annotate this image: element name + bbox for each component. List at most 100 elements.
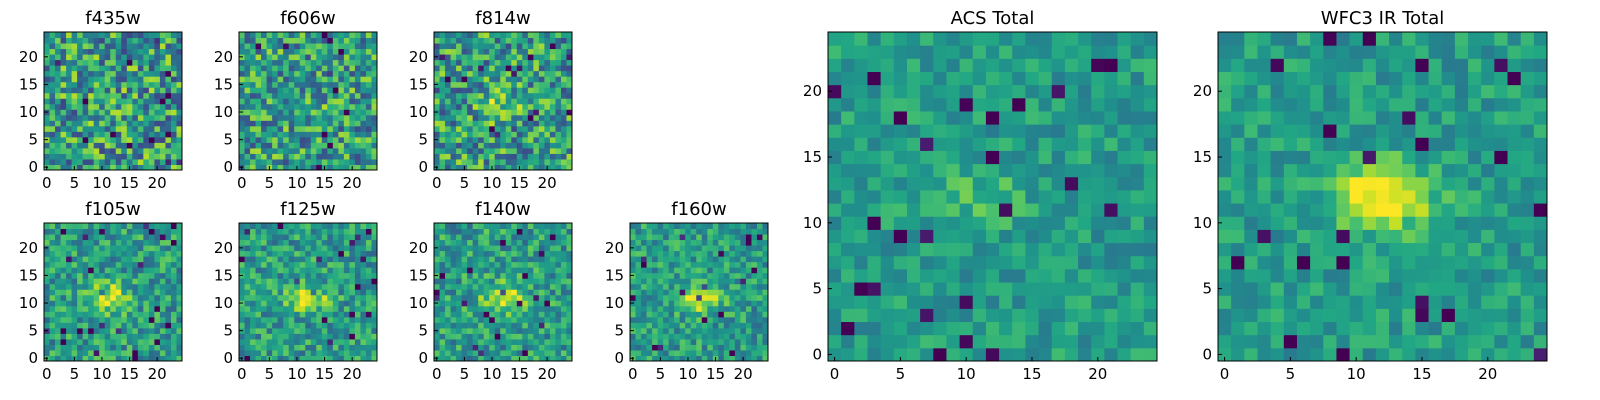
heatmap-cell — [723, 305, 730, 312]
heatmap-cell — [176, 103, 183, 110]
heatmap-cells — [434, 223, 573, 362]
heatmap-cell — [478, 92, 485, 99]
heatmap-cell — [159, 136, 166, 143]
heatmap-cell — [505, 87, 512, 94]
heatmap-cell — [82, 92, 89, 99]
heatmap-cell — [77, 272, 84, 279]
heatmap-cell — [261, 76, 268, 83]
heatmap-cell — [1130, 334, 1145, 349]
heatmap-cell — [104, 164, 111, 171]
heatmap-cell — [723, 250, 730, 257]
heatmap-cell — [478, 103, 485, 110]
heatmap-cell — [49, 76, 56, 83]
heatmap-cell — [49, 239, 56, 246]
heatmap-cell — [1143, 321, 1158, 336]
heatmap-cell — [316, 59, 323, 66]
heatmap-cell — [756, 256, 763, 263]
heatmap-cell — [110, 54, 117, 61]
axes-frame — [43, 31, 183, 171]
heatmap-cell — [321, 245, 328, 252]
heatmap-cell — [489, 136, 496, 143]
heatmap-cell — [555, 344, 562, 351]
heatmap-cell — [723, 327, 730, 334]
heatmap-cell — [712, 305, 719, 312]
heatmap-cell — [277, 59, 284, 66]
heatmap-cell — [159, 142, 166, 149]
heatmap-cell — [511, 322, 518, 329]
heatmap-cell — [434, 43, 441, 50]
heatmap-cell — [132, 267, 139, 274]
heatmap-cell — [82, 338, 89, 345]
heatmap-cell — [533, 223, 540, 230]
heatmap-cell — [148, 87, 155, 94]
heatmap-cell — [511, 158, 518, 165]
heatmap-cell — [478, 283, 485, 290]
heatmap-cell — [505, 311, 512, 318]
heatmap-cell — [751, 267, 758, 274]
heatmap-cell — [522, 223, 529, 230]
heatmap-cell — [255, 355, 262, 362]
heatmap-cell — [148, 147, 155, 154]
heatmap-cell — [679, 289, 686, 296]
y-tick-label: 20 — [409, 48, 428, 66]
heatmap-cell — [294, 294, 301, 301]
heatmap-cell — [165, 98, 172, 105]
heatmap-cell — [511, 147, 518, 154]
heatmap-cell — [60, 278, 67, 285]
heatmap-cell — [327, 131, 334, 138]
heatmap-cell — [88, 344, 95, 351]
heatmap-cell — [516, 278, 523, 285]
heatmap-cell — [132, 261, 139, 268]
heatmap-cell — [44, 294, 51, 301]
heatmap-cell — [60, 300, 67, 307]
heatmap-cell — [343, 109, 350, 116]
heatmap-cell — [71, 54, 78, 61]
heatmap-cell — [99, 87, 106, 94]
heatmap-cell — [657, 349, 664, 356]
heatmap-cell — [511, 300, 518, 307]
heatmap-cell — [60, 228, 67, 235]
heatmap-cell — [255, 272, 262, 279]
heatmap-cell — [272, 289, 279, 296]
heatmap-cell — [316, 245, 323, 252]
heatmap-cell — [657, 267, 664, 274]
heatmap-cell — [154, 349, 161, 356]
heatmap-cell — [250, 153, 257, 160]
heatmap-cell — [360, 272, 367, 279]
heatmap-cell — [277, 256, 284, 263]
heatmap-cell — [740, 245, 747, 252]
heatmap-cell — [500, 267, 507, 274]
heatmap-cell — [250, 338, 257, 345]
heatmap-cell — [652, 278, 659, 285]
heatmap-cell — [321, 81, 328, 88]
heatmap-cell — [439, 261, 446, 268]
heatmap-cell — [522, 147, 529, 154]
heatmap-cell — [516, 349, 523, 356]
heatmap-cell — [137, 147, 144, 154]
heatmap-cell — [60, 59, 67, 66]
heatmap-cell — [126, 92, 133, 99]
heatmap-cell — [154, 278, 161, 285]
heatmap-cell — [310, 250, 317, 257]
heatmap-cell — [472, 48, 479, 55]
heatmap-cell — [566, 250, 573, 257]
heatmap-cell — [316, 81, 323, 88]
heatmap-cell — [959, 137, 974, 151]
heatmap-cell — [566, 228, 573, 235]
heatmap-cell — [277, 289, 284, 296]
heatmap-cell — [266, 300, 273, 307]
heatmap-cell — [277, 234, 284, 241]
heatmap-cell — [906, 242, 921, 257]
heatmap-cell — [685, 283, 692, 290]
heatmap-cell — [44, 59, 51, 66]
heatmap-cell — [104, 239, 111, 246]
heatmap-cell — [310, 267, 317, 274]
y-tick-label: 20 — [19, 239, 38, 257]
heatmap-cell — [522, 43, 529, 50]
heatmap-cell — [555, 142, 562, 149]
heatmap-cell — [538, 54, 545, 61]
heatmap-cell — [310, 59, 317, 66]
heatmap-cell — [299, 81, 306, 88]
heatmap-cell — [522, 283, 529, 290]
